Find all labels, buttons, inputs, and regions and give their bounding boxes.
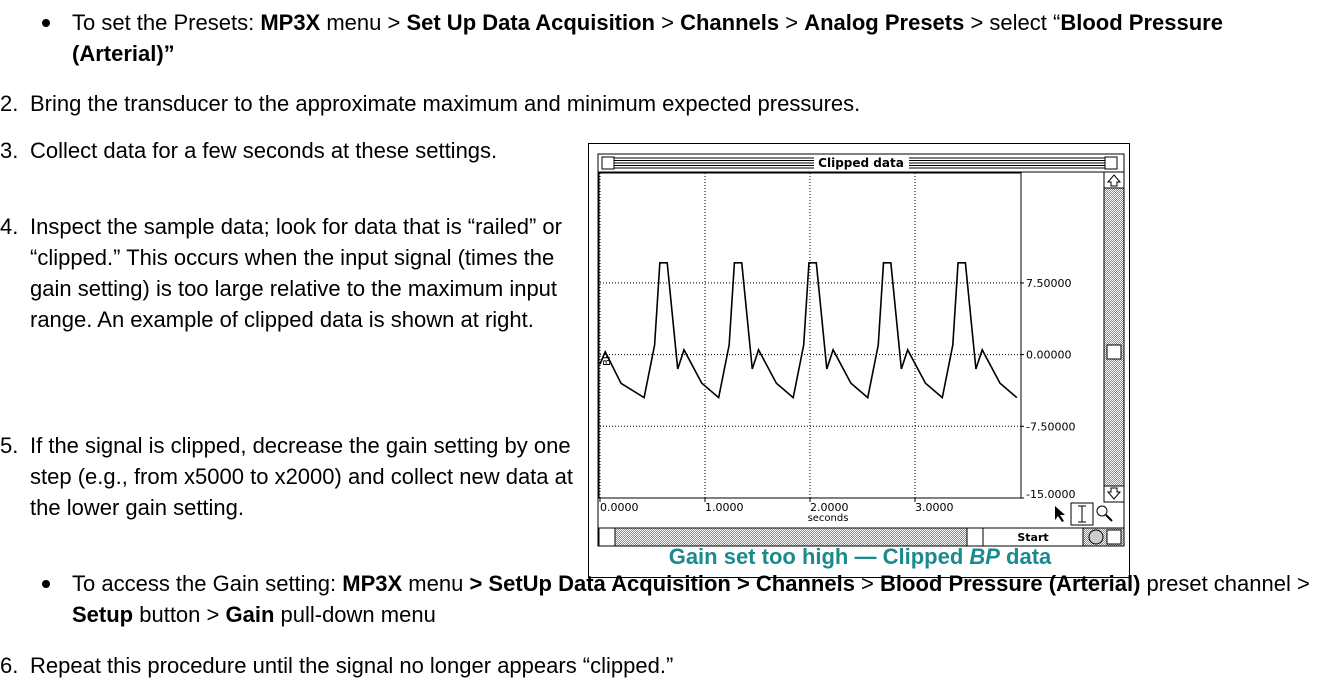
text: If the signal is clipped, decrease the g… — [30, 433, 573, 520]
text: pull-down menu — [274, 602, 436, 627]
y-tick-label: -7.50000 — [1026, 420, 1075, 433]
x-tick-label: 1.0000 — [705, 501, 744, 514]
bold-text: Blood Pressure (Arterial) — [880, 571, 1141, 596]
text: menu > — [320, 10, 407, 35]
paragraph: Repeat this procedure until the signal n… — [30, 650, 1310, 681]
scroll-left[interactable] — [598, 527, 616, 547]
bold-text: MP3X — [260, 10, 321, 35]
bold-text: Setup — [72, 602, 134, 627]
x-tick-label: 3.0000 — [915, 501, 954, 514]
bold-text: Blood Pressure (Arterial)” — [72, 10, 1223, 66]
bold-text: Set Up Data Acquisition — [406, 10, 655, 35]
list-number: 5. — [0, 433, 19, 458]
paragraph: To access the Gain setting: MP3X menu > … — [72, 568, 1312, 630]
x-tick-label: 0.0000 — [600, 501, 639, 514]
zoom-tool[interactable] — [1096, 505, 1108, 517]
start-button[interactable] — [982, 527, 1084, 547]
text: > — [655, 10, 681, 35]
y-tick-label: 7.50000 — [1026, 277, 1072, 290]
close-box[interactable] — [601, 156, 615, 170]
x-axis-label: seconds — [808, 513, 849, 524]
paragraph: Bring the transducer to the approximate … — [30, 88, 1310, 119]
paragraph: To set the Presets: MP3X menu > Set Up D… — [72, 7, 1312, 69]
text: Bring the transducer to the approximate … — [30, 91, 861, 116]
window-title: Clipped data — [818, 156, 904, 170]
caption-text: data — [1000, 544, 1052, 569]
arrow-icon — [1106, 174, 1122, 187]
record-icon[interactable] — [1088, 529, 1104, 545]
x-tick-label: 2.0000 — [810, 501, 849, 514]
bold-text: Gain — [225, 602, 275, 627]
bullet — [42, 580, 50, 588]
list-number: 2. — [0, 91, 19, 116]
text: button > — [133, 602, 226, 627]
list-number: 4. — [0, 214, 19, 239]
signal-line — [599, 262, 1018, 400]
vertical-scrollbar[interactable] — [1103, 171, 1125, 503]
tools — [1055, 502, 1113, 526]
arrow-tool[interactable] — [1055, 506, 1065, 522]
paragraph: Collect data for a few seconds at these … — [30, 135, 580, 166]
text: Repeat this procedure until the signal n… — [30, 653, 674, 678]
title-bar: Clipped data — [598, 155, 1124, 173]
text: > select “ — [964, 10, 1061, 35]
text: menu — [402, 571, 470, 596]
bullet — [42, 19, 50, 27]
plot: 7.50000 0.00000 -7.50000 -15.0000 0.0000 1.00… — [599, 173, 1075, 524]
bold-text: MP3X — [342, 571, 403, 596]
text: Collect data for a few seconds at these … — [30, 138, 498, 163]
y-tick-label: -15.0000 — [1026, 488, 1075, 501]
list-number: 6. — [0, 653, 19, 678]
button-label: Start — [1017, 531, 1048, 544]
screenshot: Clipped data 7.50000 0.00000 -7.50000 -15.0… — [597, 153, 1125, 569]
y-tick-label: 0.00000 — [1026, 349, 1072, 362]
scroll-thumb[interactable] — [1106, 344, 1122, 360]
text: To access the Gain setting: — [72, 571, 343, 596]
text: To set the Presets: — [72, 10, 261, 35]
paragraph: If the signal is clipped, decrease the g… — [30, 430, 580, 523]
bold-text: Analog Presets — [804, 10, 965, 35]
caption-text: Gain set too high — Clipped — [669, 544, 970, 569]
zoom-box[interactable] — [1104, 156, 1118, 170]
caption: Gain set too high — Clipped BP data — [669, 544, 1052, 569]
text: preset channel > — [1140, 571, 1310, 596]
arrow-icon — [1106, 487, 1122, 500]
caption-text: BP — [969, 544, 1000, 569]
list-number: 3. — [0, 138, 19, 163]
size-box[interactable] — [1106, 529, 1122, 545]
bold-text: > SetUp Data Acquisition > Channels — [469, 571, 855, 596]
paragraph: Inspect the sample data; look for data t… — [30, 211, 580, 335]
text: Inspect the sample data; look for data t… — [30, 214, 562, 332]
bold-text: Channels — [680, 10, 780, 35]
y-axis-label: BP — [602, 353, 613, 366]
figure: Clipped data 7.50000 0.00000 -7.50000 -15.0… — [588, 143, 1130, 578]
text: > — [779, 10, 805, 35]
